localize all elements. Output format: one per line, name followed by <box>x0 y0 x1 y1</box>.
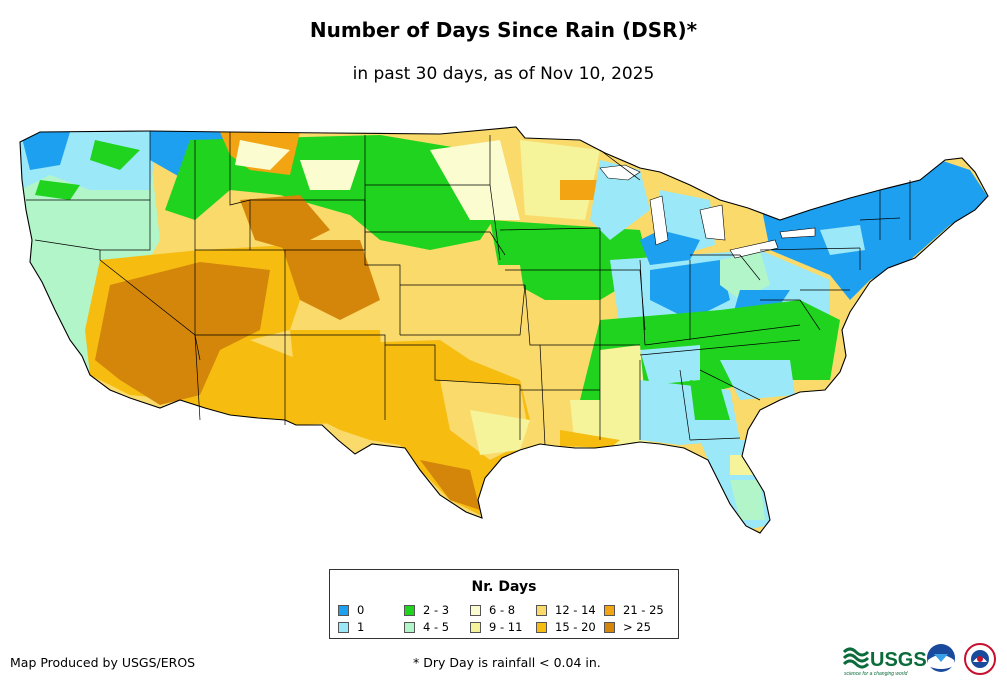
legend-swatch <box>536 604 547 616</box>
legend-label: > 25 <box>623 620 651 634</box>
legend-item: 15 - 20 <box>536 620 604 634</box>
legend-label: 1 <box>357 620 365 634</box>
usgs-wordmark: USGS <box>870 649 927 671</box>
legend-label: 9 - 11 <box>489 620 523 634</box>
legend-title: Nr. Days <box>471 579 537 595</box>
dsr-map <box>19 126 989 534</box>
legend-label: 2 - 3 <box>423 603 450 617</box>
legend-item: 2 - 3 <box>404 603 470 617</box>
legend-swatch <box>604 621 615 633</box>
legend-swatch <box>338 604 349 616</box>
map-legend: Nr. Days 0 2 - 3 6 - 8 12 - 14 21 - 25 1… <box>329 569 679 639</box>
noaa-logo <box>927 644 955 672</box>
legend-item: 12 - 14 <box>536 603 604 617</box>
legend-item: 4 - 5 <box>404 620 470 634</box>
legend-label: 21 - 25 <box>623 603 664 617</box>
legend-swatch <box>404 621 415 633</box>
usgs-logo: USGS science for a changing world <box>842 647 927 677</box>
legend-label: 6 - 8 <box>489 603 516 617</box>
legend-label: 15 - 20 <box>555 620 596 634</box>
map-footnote: * Dry Day is rainfall < 0.04 in. <box>413 655 601 670</box>
legend-swatch <box>404 604 415 616</box>
legend-swatch <box>536 621 547 633</box>
nws-logo <box>964 643 996 675</box>
legend-item: 0 <box>338 603 404 617</box>
agency-logos: USGS science for a changing world <box>842 643 996 677</box>
legend-swatch <box>604 604 615 616</box>
legend-swatch <box>338 621 349 633</box>
legend-item: > 25 <box>604 620 670 634</box>
usgs-tagline: science for a changing world <box>844 671 908 677</box>
legend-swatch <box>470 621 481 633</box>
legend-label: 12 - 14 <box>555 603 596 617</box>
map-subtitle: in past 30 days, as of Nov 10, 2025 <box>352 64 655 84</box>
legend-item: 9 - 11 <box>470 620 536 634</box>
legend-swatch <box>470 604 481 616</box>
legend-label: 0 <box>357 603 365 617</box>
legend-item: 21 - 25 <box>604 603 670 617</box>
map-title: Number of Days Since Rain (DSR)* <box>309 18 698 42</box>
legend-item: 1 <box>338 620 404 634</box>
legend-label: 4 - 5 <box>423 620 450 634</box>
legend-item: 6 - 8 <box>470 603 536 617</box>
map-credit: Map Produced by USGS/EROS <box>10 655 196 670</box>
